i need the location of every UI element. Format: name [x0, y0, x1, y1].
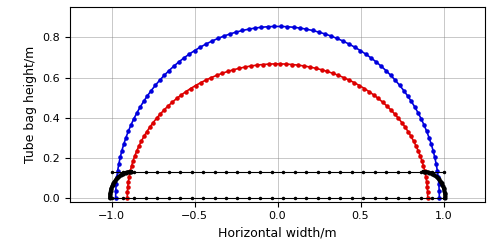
X-axis label: Horizontal width/m: Horizontal width/m [218, 227, 337, 240]
Y-axis label: Tube bag height/m: Tube bag height/m [24, 46, 37, 163]
